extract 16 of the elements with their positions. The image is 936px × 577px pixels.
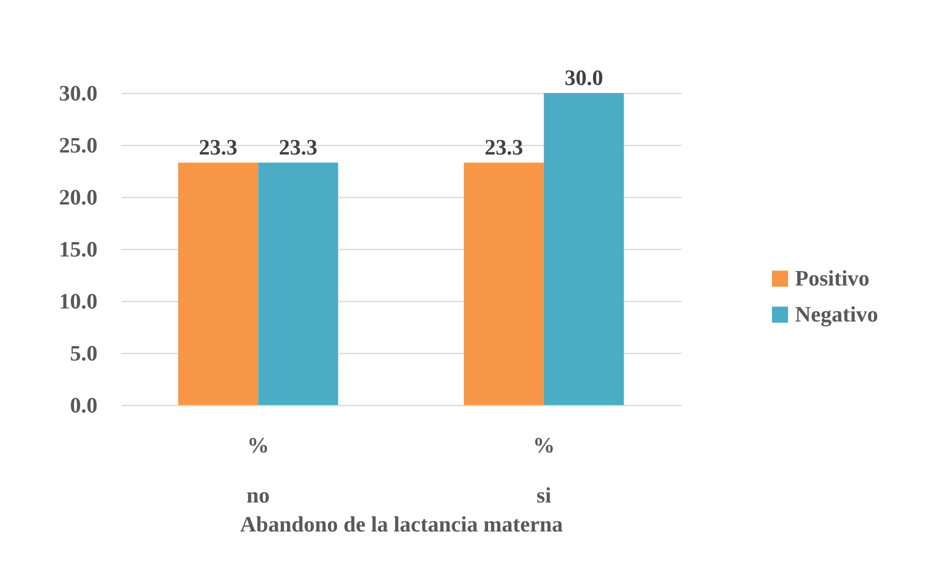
x-tick-label: % no bbox=[246, 432, 270, 508]
y-tick-label: 25.0 bbox=[59, 132, 98, 158]
y-tick-label: 5.0 bbox=[70, 340, 98, 366]
y-tick-label: 20.0 bbox=[59, 184, 98, 210]
y-tick-label: 15.0 bbox=[59, 236, 98, 262]
y-tick-label: 30.0 bbox=[59, 80, 98, 106]
x-axis-title: Abandono de la lactancia materna bbox=[240, 512, 563, 536]
x-tick-label: % si bbox=[532, 432, 555, 508]
data-label: 23.3 bbox=[198, 134, 238, 160]
y-tick-label: 0.0 bbox=[70, 392, 98, 418]
data-label: 23.3 bbox=[484, 134, 524, 160]
legend-label: Positivo bbox=[795, 266, 870, 291]
data-label: 30.0 bbox=[564, 65, 604, 90]
legend-label: Negativo bbox=[795, 302, 878, 327]
y-tick-label: 10.0 bbox=[59, 288, 98, 314]
data-label: 23.3 bbox=[278, 134, 318, 160]
